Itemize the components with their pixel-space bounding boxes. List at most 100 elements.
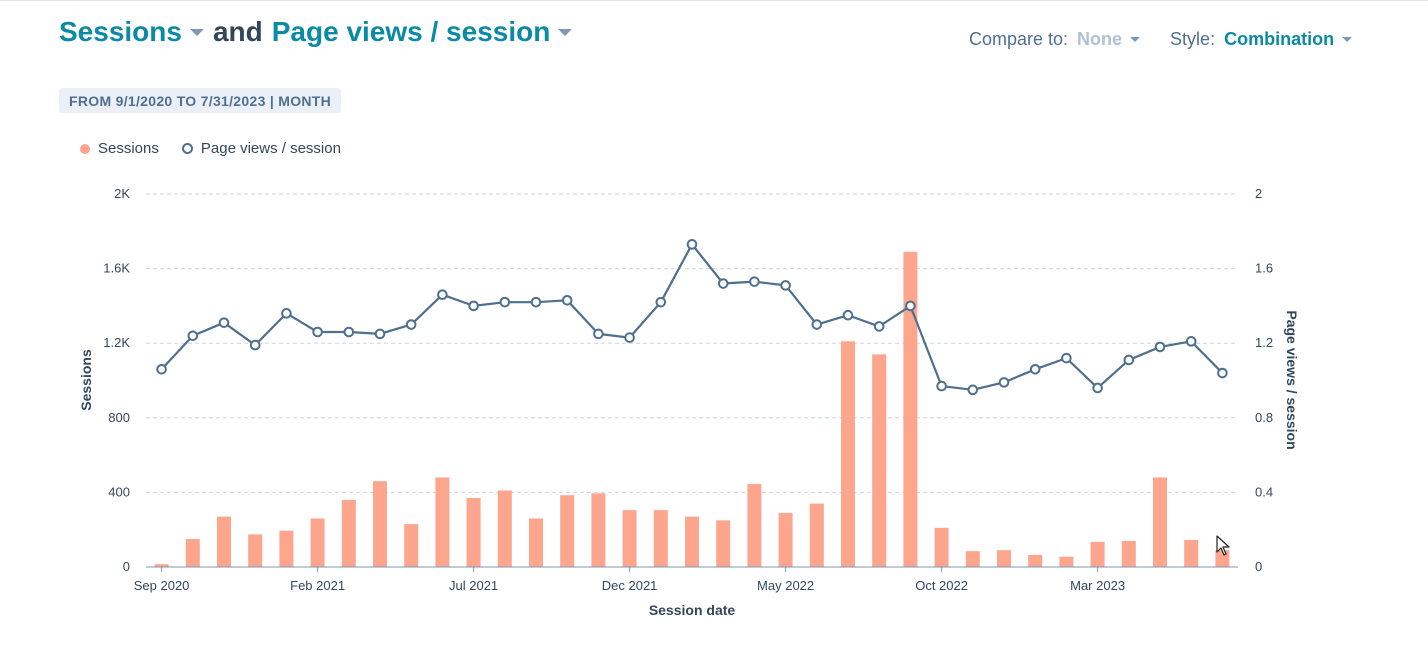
sessions-bar[interactable] (965, 551, 980, 567)
sessions-bar[interactable] (341, 499, 356, 567)
report-title: Sessions and Page views / session (59, 16, 573, 48)
x-tick-label: Mar 2023 (1070, 578, 1125, 593)
sessions-bar[interactable] (310, 518, 325, 567)
sessions-bar[interactable] (716, 520, 731, 567)
pageviews-point[interactable] (655, 296, 667, 308)
sessions-bar[interactable] (373, 481, 387, 567)
legend-item-sessions[interactable]: Sessions (80, 140, 159, 157)
pageviews-point[interactable] (187, 330, 199, 342)
pageviews-point[interactable] (905, 300, 916, 312)
pageviews-point[interactable] (811, 319, 823, 330)
pageviews-point[interactable] (281, 308, 292, 319)
pageviews-point[interactable] (717, 278, 729, 289)
legend-label-sessions: Sessions (98, 140, 159, 157)
legend-label-pageviews: Page views / session (200, 140, 341, 157)
y-tick-left: 1.6K (103, 261, 130, 276)
compare-value: None (1077, 29, 1123, 49)
sessions-bar[interactable] (903, 251, 918, 567)
sessions-bar[interactable] (653, 510, 668, 567)
x-tick-label: May 2022 (757, 578, 814, 593)
sessions-bar[interactable] (154, 564, 169, 567)
metric1-dropdown[interactable]: Sessions (59, 16, 204, 48)
axis-ticks: 0 0 400 0.4 800 0.8 1.2K 1.2 1.6K 1.6 2K 2 Sep 2020 F… (103, 186, 1273, 593)
pageviews-point[interactable] (873, 321, 885, 332)
sessions-bar[interactable] (217, 516, 231, 567)
pageviews-point[interactable] (405, 319, 417, 330)
sessions-bar[interactable] (1090, 541, 1105, 567)
pageviews-point[interactable] (1185, 336, 1197, 347)
y-axis-title-left: Sessions (78, 349, 94, 411)
pageviews-point[interactable] (1092, 382, 1103, 394)
legend-item-pageviews[interactable]: Page views / session (181, 140, 341, 157)
pageviews-point[interactable] (1217, 367, 1228, 379)
pageviews-point[interactable] (343, 326, 355, 338)
sessions-bar[interactable] (872, 354, 887, 567)
pageviews-point[interactable] (967, 384, 979, 396)
pageviews-point[interactable] (842, 309, 854, 321)
y-tick-right: 0 (1255, 559, 1262, 574)
sessions-bar[interactable] (279, 530, 294, 567)
pageviews-point[interactable] (312, 326, 323, 338)
y-tick-right: 2 (1255, 186, 1262, 201)
pageviews-point[interactable] (1061, 352, 1072, 364)
sessions-bar[interactable] (529, 518, 543, 567)
sessions-bar[interactable] (1121, 540, 1136, 567)
sessions-bar[interactable] (1184, 539, 1199, 567)
chevron-down-icon (1130, 37, 1141, 42)
sessions-bars (154, 251, 1230, 567)
sessions-bar[interactable] (248, 534, 263, 567)
pageviews-point[interactable] (468, 300, 479, 312)
sessions-bar[interactable] (778, 512, 793, 567)
pageviews-point[interactable] (156, 364, 167, 375)
style-dropdown[interactable]: Combination (1224, 29, 1353, 50)
pageviews-point[interactable] (936, 380, 947, 392)
y-tick-left: 1.2K (103, 335, 130, 350)
metric2-dropdown[interactable]: Page views / session (272, 16, 573, 48)
sessions-bar[interactable] (685, 516, 699, 567)
pageviews-point[interactable] (1154, 341, 1166, 353)
pageviews-point[interactable] (374, 328, 386, 340)
sessions-bar[interactable] (997, 550, 1011, 567)
pageviews-point[interactable] (749, 276, 760, 287)
title-joiner: and (212, 16, 263, 47)
pageviews-point[interactable] (686, 239, 698, 250)
pageviews-point[interactable] (593, 328, 604, 340)
pageviews-point[interactable] (1029, 364, 1041, 375)
pageviews-point[interactable] (249, 339, 261, 351)
sessions-bar[interactable] (747, 484, 762, 567)
pageviews-point[interactable] (780, 280, 791, 291)
compare-dropdown[interactable]: None (1077, 29, 1141, 50)
pageviews-point[interactable] (561, 295, 573, 306)
pageviews-point[interactable] (437, 289, 448, 301)
sessions-bar[interactable] (435, 477, 450, 567)
y-axis-title-right: Page views / session (1284, 310, 1300, 449)
x-tick-label: Sep 2020 (134, 578, 190, 593)
pageviews-point[interactable] (530, 296, 542, 308)
pageviews-point[interactable] (1123, 354, 1135, 366)
gridlines (146, 193, 1238, 493)
sessions-bar[interactable] (591, 493, 606, 567)
x-tick-label: Oct 2022 (915, 578, 968, 593)
y-tick-right: 0.4 (1255, 484, 1273, 499)
y-tick-right: 1.2 (1255, 335, 1273, 350)
pageviews-point[interactable] (624, 332, 635, 343)
pageviews-series-line (160, 243, 1224, 391)
sessions-bar[interactable] (841, 341, 855, 567)
chart-legend: Sessions Page views / session (80, 140, 364, 157)
date-range-badge: FROM 9/1/2020 TO 7/31/2023 | MONTH (59, 88, 342, 113)
sessions-bar[interactable] (497, 490, 512, 567)
sessions-bar[interactable] (1153, 477, 1167, 567)
sessions-bar[interactable] (809, 503, 824, 567)
sessions-bar[interactable] (1028, 554, 1043, 567)
sessions-bar[interactable] (934, 527, 949, 567)
sessions-bar[interactable] (185, 539, 200, 567)
sessions-bar[interactable] (622, 510, 637, 567)
pageviews-point[interactable] (218, 317, 230, 328)
sessions-bar[interactable] (466, 497, 481, 567)
pageviews-point[interactable] (499, 296, 511, 308)
sessions-bar[interactable] (404, 524, 419, 567)
sessions-bar[interactable] (560, 495, 575, 567)
sessions-bar[interactable] (1059, 556, 1074, 567)
chevron-down-icon (189, 28, 204, 36)
pageviews-point[interactable] (998, 377, 1010, 388)
